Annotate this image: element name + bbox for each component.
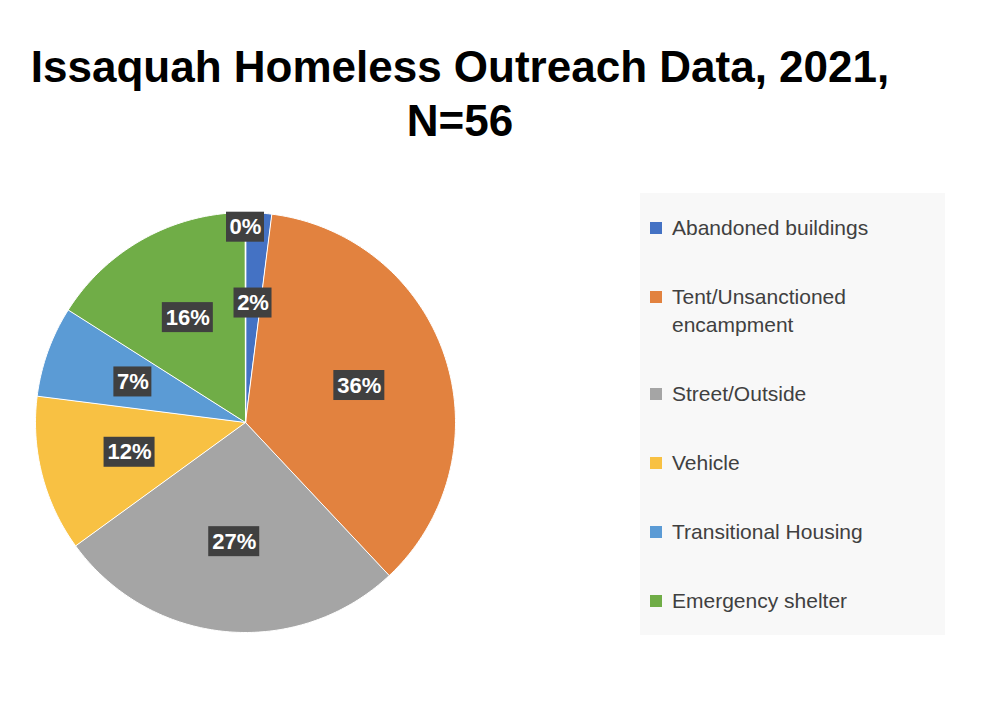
html-text:Tent/Unsanctioned encampment: Tent/Unsanctioned encampment: [672, 284, 846, 336]
html-text:Street/Outside: Street/Outside: [672, 381, 807, 405]
svg-text:7%: 7%: [117, 369, 149, 394]
html-text:Issaquah Homeless Outreach Dat: Issaquah Homeless Outreach Data, 2021, N…: [30, 42, 890, 145]
html-text:Vehicle: Vehicle: [672, 450, 740, 474]
html-text:Emergency shelter: Emergency shelter: [672, 588, 848, 612]
html-text:Abandoned buildings: Abandoned buildings: [672, 215, 869, 239]
html-text:Transitional Housing: Transitional Housing: [672, 519, 863, 543]
svg-text:36%: 36%: [337, 373, 381, 398]
svg-text:2%: 2%: [237, 290, 269, 315]
svg-text:0%: 0%: [230, 214, 262, 239]
svg-text:16%: 16%: [166, 305, 210, 330]
svg-text:12%: 12%: [108, 439, 152, 464]
svg-text:27%: 27%: [212, 529, 256, 554]
